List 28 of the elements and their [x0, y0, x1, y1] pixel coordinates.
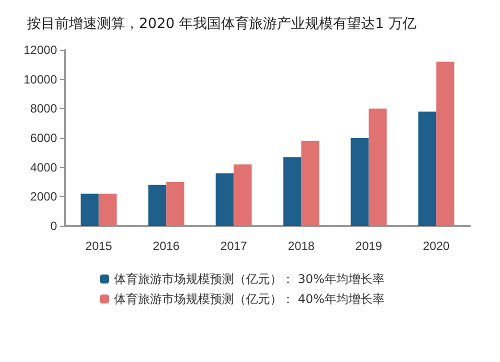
bar — [148, 184, 166, 226]
x-tick-label: 2015 — [85, 239, 112, 253]
bar — [216, 173, 234, 226]
bar — [283, 157, 302, 226]
bar — [98, 194, 117, 226]
x-tick-label: 2019 — [355, 239, 382, 253]
legend-label: 体育旅游市场规模预测（亿元）： 30%年均增长率 — [114, 272, 384, 286]
y-tick-label: 8000 — [30, 102, 58, 116]
bar — [436, 62, 454, 226]
y-tick-label: 10000 — [24, 72, 58, 86]
bar — [418, 112, 436, 226]
y-tick-label: 0 — [50, 219, 58, 233]
x-tick-label: 2017 — [220, 239, 248, 253]
chart-title: 按目前增速测算，2020 年我国体育旅游产业规模有望达1 万亿 — [27, 15, 416, 32]
y-tick-label: 6000 — [30, 131, 58, 145]
x-tick-label: 2020 — [422, 239, 450, 253]
legend-label: 体育旅游市场规模预测（亿元）： 40%年均增长率 — [114, 292, 384, 306]
x-tick-label: 2016 — [152, 239, 180, 253]
x-tick-label: 2018 — [288, 239, 315, 253]
bar — [350, 138, 369, 226]
bar — [80, 194, 99, 226]
bar — [368, 108, 387, 226]
bar — [301, 140, 320, 226]
y-tick-label: 12000 — [24, 43, 58, 57]
bar — [166, 182, 184, 226]
bar — [234, 164, 252, 226]
y-tick-label: 4000 — [30, 160, 58, 174]
y-tick-label: 2000 — [30, 190, 58, 204]
